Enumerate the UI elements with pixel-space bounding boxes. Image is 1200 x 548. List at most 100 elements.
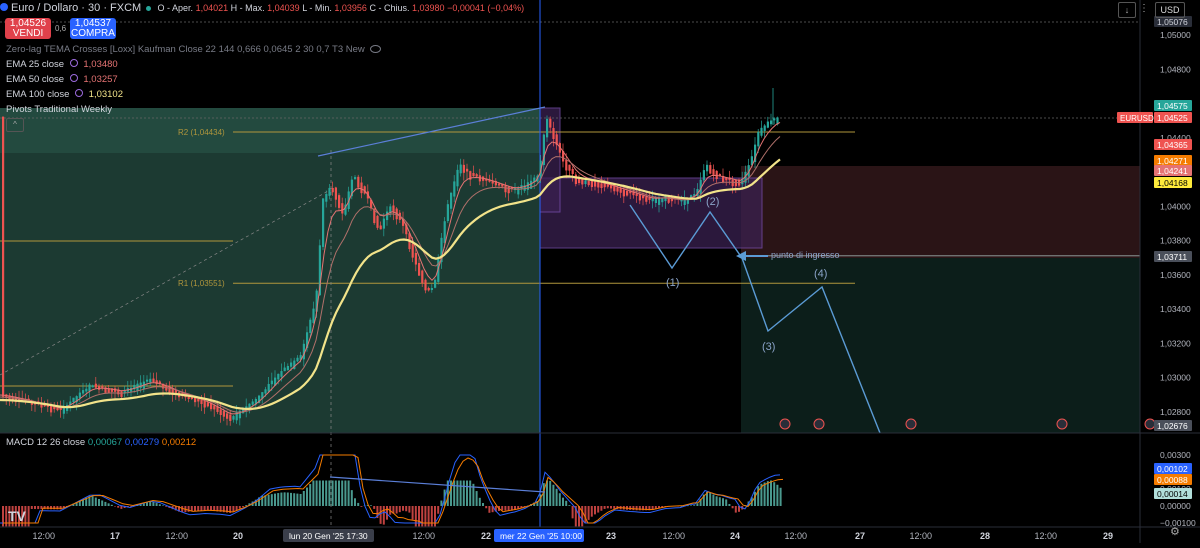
settings-icon[interactable] [69, 59, 78, 67]
price-label: 1,04575 [1157, 101, 1188, 111]
candle-body [238, 410, 241, 419]
collapse-indicators-button[interactable]: ^ [6, 118, 24, 132]
candle-body [542, 134, 545, 166]
candle-body [485, 178, 488, 181]
time-highlight-bg [494, 529, 584, 542]
candle-body [194, 396, 197, 403]
macd-bar [779, 487, 782, 506]
macd-bar [661, 506, 664, 508]
sell-button[interactable]: 1,04526 VENDI [5, 18, 51, 39]
candle-body [322, 198, 325, 247]
macd-bar [94, 497, 97, 506]
candle-body [693, 194, 696, 197]
symbol-name[interactable]: Euro / Dollaro · 30 · FXCM [11, 2, 142, 14]
candle-body [213, 405, 216, 410]
candle-body [197, 398, 200, 402]
macd-bar [322, 480, 324, 506]
macd-bar [360, 506, 363, 507]
macd-bar [402, 506, 404, 511]
wave-label-4: (4) [814, 268, 827, 280]
macd-bar [533, 502, 536, 506]
macd-bar [578, 506, 580, 527]
macd-bar [187, 506, 190, 512]
menu-button[interactable]: ⋮ [1139, 3, 1149, 14]
macd-bar [219, 506, 222, 512]
time-tick-label: 20 [233, 531, 243, 541]
price-label: 1,04525 [1157, 113, 1188, 123]
candle-body [139, 382, 142, 389]
price-label-bg [1154, 16, 1192, 27]
ema25-indicator[interactable]: EMA 25 close 1,03480 [6, 59, 118, 70]
macd-bar [155, 503, 158, 506]
macd-bar [642, 506, 644, 511]
candle-body [430, 287, 433, 290]
currency-selector[interactable]: USD [1155, 2, 1185, 18]
candle-body [274, 377, 277, 386]
macd-bar [427, 506, 430, 527]
settings-gear-icon[interactable]: ⚙ [1170, 526, 1180, 538]
macd-label-bg [1154, 463, 1192, 474]
candle-body [629, 190, 632, 194]
candle-body [171, 388, 174, 396]
ema100-label: EMA 100 close [6, 89, 70, 100]
candle-body [616, 187, 619, 192]
scroll-down-button[interactable]: ↓ [1118, 2, 1136, 18]
macd-bar [424, 506, 427, 527]
macd-bar [552, 484, 555, 506]
candle-body [747, 165, 750, 177]
macd-histogram [2, 480, 782, 527]
candle-body [5, 394, 8, 398]
macd-bar [734, 506, 737, 513]
candle-body [702, 170, 705, 181]
candle-body [290, 362, 293, 367]
price-tick-label: 1,04000 [1160, 201, 1191, 211]
macd-bar [82, 499, 84, 506]
macd-bar [459, 480, 462, 506]
tema-indicator[interactable]: Zero-lag TEMA Crosses [Loxx] Kaufman Clo… [6, 44, 382, 55]
candle-body [190, 396, 193, 400]
ema100-value: 1,03102 [88, 89, 123, 100]
eye-icon[interactable] [370, 45, 382, 54]
macd-bar [738, 506, 740, 512]
candle-body [338, 195, 341, 208]
macd-indicator[interactable]: MACD 12 26 close 0,00067 0,00279 0,00212 [6, 437, 196, 448]
macd-bar [30, 506, 33, 509]
macd-bar [18, 506, 20, 527]
event-flag-icon [905, 418, 917, 430]
settings-icon[interactable] [69, 74, 78, 82]
time-tick-label: 17 [110, 531, 120, 541]
ema50-indicator[interactable]: EMA 50 close 1,03257 [6, 74, 118, 85]
macd-bar [437, 506, 440, 514]
macd-bar [763, 482, 766, 506]
macd-bar [101, 500, 104, 506]
candle-body [517, 187, 520, 195]
macd-bar [280, 492, 283, 506]
price-label-bg [1154, 420, 1192, 431]
buy-button[interactable]: 1,04537 COMPRA [70, 18, 116, 39]
macd-bar [120, 506, 123, 509]
candle-body [216, 406, 219, 412]
candle-body [331, 187, 334, 193]
macd-bar [62, 506, 65, 509]
candle-body [69, 401, 72, 406]
pivots-indicator[interactable]: Pivots Traditional Weekly [6, 104, 112, 115]
candle-body [56, 407, 59, 411]
macd-bar [117, 506, 120, 508]
event-flag-icon [1144, 418, 1156, 430]
macd-bar [270, 494, 273, 506]
settings-icon[interactable] [75, 89, 84, 97]
candle-body [82, 390, 85, 394]
candle-body [264, 389, 267, 394]
macd-bar [85, 497, 88, 506]
macd-bar [453, 480, 456, 506]
macd-bar [293, 493, 296, 506]
price-tick-label: 1,03000 [1160, 373, 1191, 383]
low-value: 1,03956 [334, 3, 367, 13]
ema100-indicator[interactable]: EMA 100 close 1,03102 [6, 89, 123, 100]
macd-bar [386, 506, 388, 520]
macd-bar [760, 483, 763, 506]
candle-body [363, 186, 366, 194]
candle-body [766, 121, 769, 128]
